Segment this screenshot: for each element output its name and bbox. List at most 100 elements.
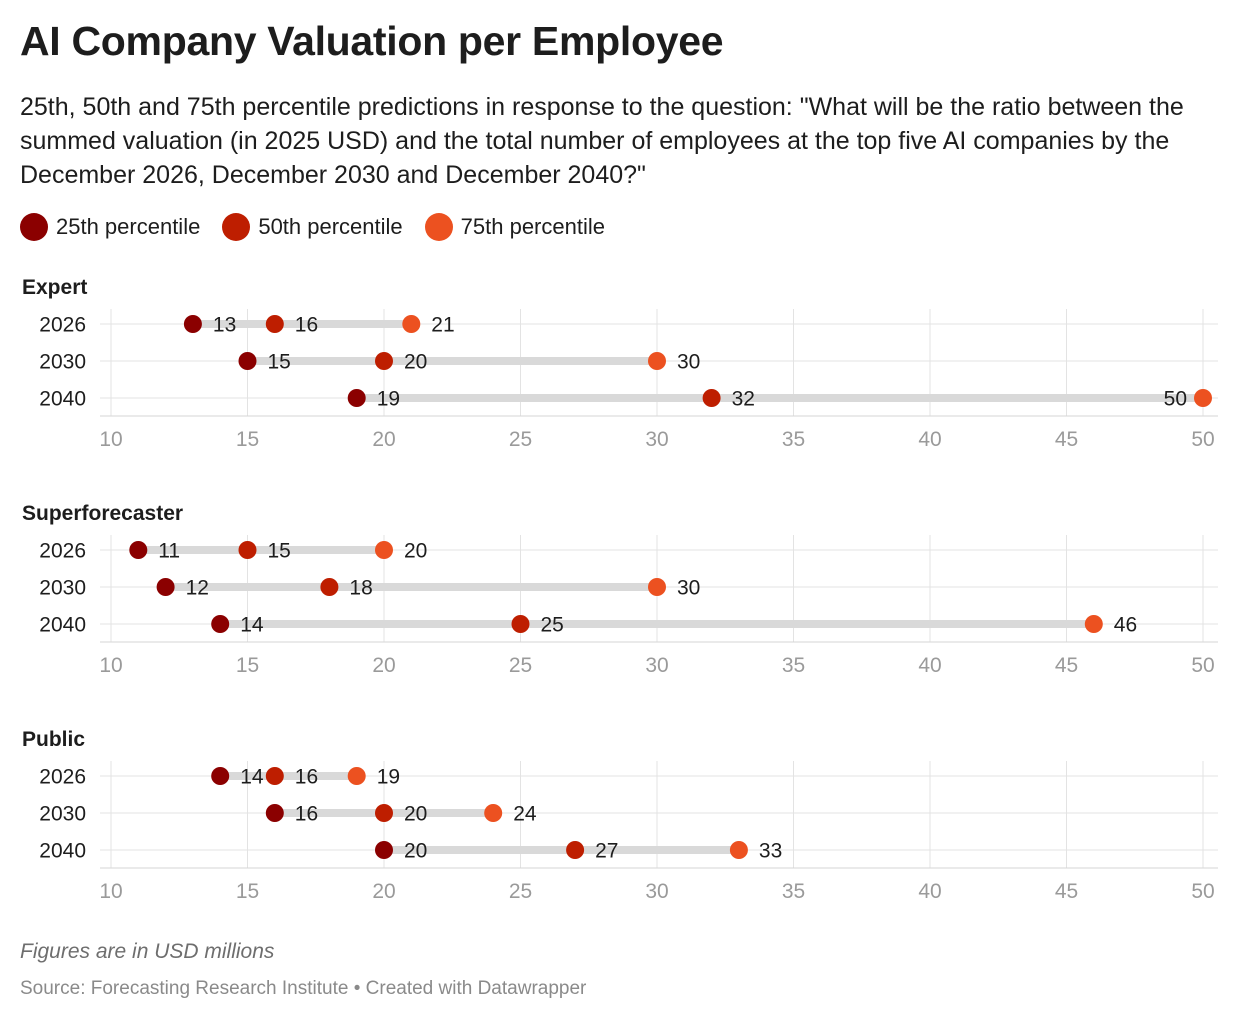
- legend-item-p75: 75th percentile: [424, 213, 605, 241]
- chart-title: AI Company Valuation per Employee: [20, 18, 724, 64]
- legend-item-p25: 25th percentile: [20, 213, 200, 241]
- legend-dot-p50: [222, 213, 251, 241]
- value-label-p50-public-2030: 20: [404, 803, 427, 826]
- legend-label-p50: 50th percentile: [258, 214, 403, 239]
- dot-p75-superforecaster-2030: [648, 578, 666, 596]
- dot-p25-expert-2030: [238, 352, 257, 370]
- row-label-expert-2026: 2026: [39, 314, 86, 337]
- dot-p50-superforecaster-2040: [511, 615, 530, 633]
- row-label-expert-2030: 2030: [39, 351, 86, 374]
- legend-label-p25: 25th percentile: [56, 214, 201, 239]
- legend-dot-p75: [424, 213, 453, 241]
- value-label-p50-superforecaster-2026: 15: [268, 540, 291, 563]
- x-tick-label-25-expert: 25: [509, 428, 532, 451]
- value-label-p25-public-2040: 20: [404, 840, 427, 863]
- x-tick-label-25-superforecaster: 25: [509, 654, 532, 677]
- x-tick-label-20-superforecaster: 20: [372, 654, 395, 677]
- x-tick-label-30-superforecaster: 30: [645, 654, 668, 677]
- dot-p50-expert-2026: [265, 315, 284, 333]
- x-tick-label-25-public: 25: [509, 880, 532, 903]
- x-tick-label-50-superforecaster: 50: [1191, 654, 1214, 677]
- x-tick-label-10-superforecaster: 10: [99, 654, 122, 677]
- value-label-p50-public-2040: 27: [595, 840, 618, 863]
- dot-p50-superforecaster-2026: [238, 541, 257, 559]
- dot-p50-public-2026: [265, 767, 284, 785]
- panel-title-expert: Expert: [22, 276, 87, 299]
- value-label-p50-superforecaster-2030: 18: [349, 577, 372, 600]
- row-label-public-2040: 2040: [39, 840, 86, 863]
- x-tick-label-10-expert: 10: [99, 428, 122, 451]
- value-label-p75-public-2026: 19: [377, 766, 400, 789]
- value-label-p25-public-2030: 16: [295, 803, 318, 826]
- x-tick-label-40-expert: 40: [918, 428, 941, 451]
- value-label-p75-expert-2030: 30: [677, 351, 700, 374]
- dot-p75-superforecaster-2040: [1084, 615, 1103, 633]
- x-tick-label-30-expert: 30: [645, 428, 668, 451]
- value-label-p50-expert-2040: 32: [732, 388, 755, 411]
- value-label-p25-superforecaster-2026: 11: [158, 540, 180, 563]
- x-tick-label-50-public: 50: [1191, 880, 1214, 903]
- row-label-superforecaster-2026: 2026: [39, 540, 86, 563]
- legend-label-p75: 75th percentile: [460, 214, 605, 239]
- value-label-p75-expert-2026: 21: [431, 314, 454, 337]
- row-label-superforecaster-2030: 2030: [39, 577, 86, 600]
- dot-p75-superforecaster-2026: [375, 541, 393, 559]
- row-label-expert-2040: 2040: [39, 388, 86, 411]
- row-label-public-2026: 2026: [39, 766, 86, 789]
- value-label-p75-superforecaster-2026: 20: [404, 540, 427, 563]
- x-tick-label-20-expert: 20: [372, 428, 395, 451]
- value-label-p75-expert-2040: 50: [1164, 388, 1187, 411]
- chart-subtitle: 25th, 50th and 75th percentile predictio…: [20, 93, 1184, 189]
- value-label-p75-public-2040: 33: [759, 840, 782, 863]
- row-label-public-2030: 2030: [39, 803, 86, 826]
- x-tick-label-45-public: 45: [1055, 880, 1078, 903]
- row-label-superforecaster-2040: 2040: [39, 614, 86, 637]
- dot-p25-expert-2026: [183, 315, 202, 333]
- x-tick-label-40-public: 40: [918, 880, 941, 903]
- legend-item-p50: 50th percentile: [222, 213, 403, 241]
- dot-p75-public-2030: [484, 804, 503, 822]
- x-tick-label-30-public: 30: [645, 880, 668, 903]
- value-label-p25-superforecaster-2040: 14: [240, 614, 264, 637]
- x-tick-label-15-expert: 15: [236, 428, 259, 451]
- dot-p50-expert-2030: [375, 352, 393, 370]
- panel-title-public: Public: [22, 728, 85, 751]
- value-label-p50-public-2026: 16: [295, 766, 318, 789]
- dot-p25-public-2040: [375, 841, 393, 859]
- dot-p75-expert-2040: [1194, 389, 1212, 407]
- value-label-p50-expert-2026: 16: [295, 314, 318, 337]
- dot-p75-public-2040: [729, 841, 748, 859]
- dot-p75-expert-2026: [402, 315, 421, 333]
- value-label-p25-public-2026: 14: [240, 766, 264, 789]
- value-label-p50-expert-2030: 20: [404, 351, 427, 374]
- value-label-p75-public-2030: 24: [513, 803, 537, 826]
- x-tick-label-15-public: 15: [236, 880, 259, 903]
- value-label-p25-expert-2026: 13: [213, 314, 236, 337]
- dot-p25-superforecaster-2026: [129, 541, 148, 559]
- x-tick-label-15-superforecaster: 15: [236, 654, 259, 677]
- legend: 25th percentile 50th percentile 75th per…: [20, 213, 627, 241]
- panel-title-superforecaster: Superforecaster: [22, 502, 183, 525]
- dot-p25-expert-2040: [347, 389, 366, 407]
- dot-p25-public-2030: [265, 804, 284, 822]
- legend-dot-p25: [20, 213, 48, 241]
- value-label-p25-expert-2040: 19: [377, 388, 400, 411]
- x-tick-label-20-public: 20: [372, 880, 395, 903]
- value-label-p50-superforecaster-2040: 25: [541, 614, 564, 637]
- footnote: Figures are in USD millions: [20, 940, 275, 963]
- x-tick-label-40-superforecaster: 40: [918, 654, 941, 677]
- dot-p25-public-2026: [211, 767, 230, 785]
- dot-p50-expert-2040: [702, 389, 721, 407]
- value-label-p25-expert-2030: 15: [268, 351, 291, 374]
- x-tick-label-35-expert: 35: [782, 428, 805, 451]
- source-credit: Source: Forecasting Research Institute •…: [20, 978, 587, 999]
- value-label-p25-superforecaster-2030: 12: [186, 577, 209, 600]
- x-tick-label-45-superforecaster: 45: [1055, 654, 1078, 677]
- dot-p50-public-2030: [375, 804, 393, 822]
- dot-p50-superforecaster-2030: [320, 578, 339, 596]
- dot-p50-public-2040: [566, 841, 585, 859]
- value-label-p75-superforecaster-2040: 46: [1114, 614, 1137, 637]
- x-tick-label-45-expert: 45: [1055, 428, 1078, 451]
- dot-p75-expert-2030: [648, 352, 666, 370]
